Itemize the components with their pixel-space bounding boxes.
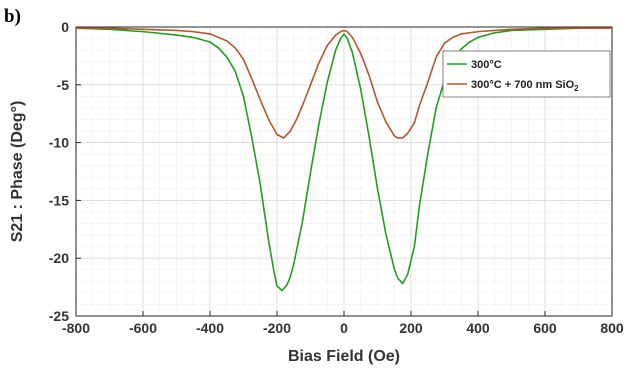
y-tick-label: -5 — [57, 77, 70, 93]
x-tick-label: 800 — [600, 320, 624, 336]
y-tick-label: -20 — [49, 250, 69, 266]
series-line-1 — [76, 27, 612, 139]
x-tick-label: -400 — [196, 320, 224, 336]
x-axis-ticks: -800 -600 -400 -200 0 200 400 600 800 — [62, 311, 624, 336]
x-tick-label: 200 — [399, 320, 423, 336]
legend-entry-subscript: 2 — [574, 84, 579, 93]
grid — [75, 26, 613, 317]
x-tick-label: 600 — [533, 320, 557, 336]
x-tick-label: 400 — [466, 320, 490, 336]
y-axis-label: S21 : Phase (Deg°) — [9, 101, 26, 243]
y-axis-ticks: 0 -5 -10 -15 -20 -25 — [49, 19, 81, 324]
legend-entry-text: 300°C + 700 nm SiO — [471, 79, 575, 91]
x-tick-label: -600 — [129, 320, 157, 336]
legend: 300°C 300°C + 700 nm SiO2 — [442, 50, 611, 98]
x-tick-label: -800 — [62, 320, 90, 336]
panel-label: b) — [4, 6, 21, 27]
x-tick-label: 0 — [340, 320, 348, 336]
y-tick-label: 0 — [61, 19, 69, 35]
legend-entry-300c-sio2: 300°C + 700 nm SiO2 — [471, 79, 579, 93]
x-tick-label: -200 — [263, 320, 291, 336]
legend-entry-300c: 300°C — [471, 59, 502, 71]
y-tick-label: -15 — [49, 192, 69, 208]
legend-box — [442, 50, 611, 98]
y-tick-label: -25 — [49, 308, 69, 324]
x-axis-label: Bias Field (Oe) — [288, 348, 400, 365]
y-tick-label: -10 — [49, 135, 69, 151]
